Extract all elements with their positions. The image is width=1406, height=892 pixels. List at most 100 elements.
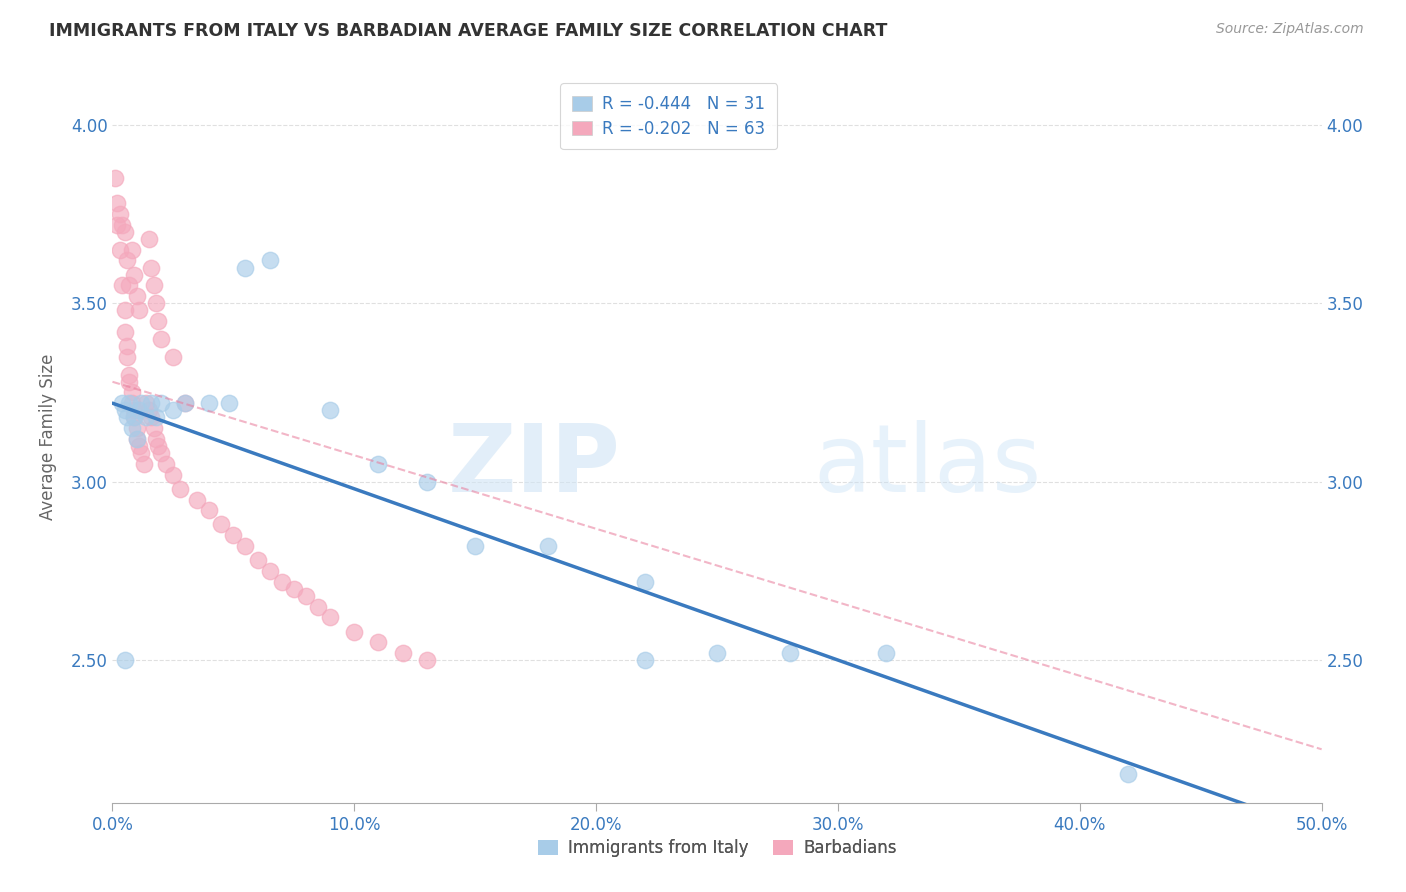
Point <box>283 582 305 596</box>
Point <box>367 635 389 649</box>
Point <box>132 457 155 471</box>
Point <box>105 218 128 232</box>
Point <box>125 421 148 435</box>
Point <box>138 232 160 246</box>
Point <box>633 653 655 667</box>
Text: Source: ZipAtlas.com: Source: ZipAtlas.com <box>1216 22 1364 37</box>
Point <box>307 599 329 614</box>
Point <box>114 303 136 318</box>
Point <box>174 396 197 410</box>
Point <box>149 396 172 410</box>
Point <box>246 553 269 567</box>
Point <box>162 467 184 482</box>
Point <box>111 396 134 410</box>
Point <box>104 171 127 186</box>
Point <box>416 475 439 489</box>
Point <box>114 403 136 417</box>
Point <box>118 375 141 389</box>
Point <box>537 539 560 553</box>
Point <box>125 432 148 446</box>
Point <box>118 368 141 382</box>
Point <box>319 610 342 624</box>
Text: atlas: atlas <box>814 420 1042 512</box>
Point <box>416 653 439 667</box>
Point <box>122 403 145 417</box>
Point <box>270 574 292 589</box>
Point <box>122 268 145 282</box>
Point <box>131 396 153 410</box>
Point <box>169 482 191 496</box>
Point <box>114 325 136 339</box>
Point <box>125 432 148 446</box>
Point <box>391 646 413 660</box>
Point <box>145 432 167 446</box>
Point <box>706 646 728 660</box>
Point <box>121 243 143 257</box>
Point <box>155 457 177 471</box>
Point <box>162 403 184 417</box>
Point <box>1116 767 1139 781</box>
Point <box>235 539 257 553</box>
Point <box>149 446 172 460</box>
Point <box>198 396 221 410</box>
Point <box>121 385 143 400</box>
Point <box>145 296 167 310</box>
Point <box>367 457 389 471</box>
Point <box>111 218 134 232</box>
Point <box>135 396 157 410</box>
Point <box>145 410 167 425</box>
Point <box>128 439 150 453</box>
Point <box>148 439 170 453</box>
Point <box>259 564 281 578</box>
Point <box>125 289 148 303</box>
Point <box>779 646 801 660</box>
Point <box>128 403 150 417</box>
Point <box>115 410 138 425</box>
Point <box>115 253 138 268</box>
Point <box>121 421 143 435</box>
Point <box>222 528 245 542</box>
Legend: Immigrants from Italy, Barbadians: Immigrants from Italy, Barbadians <box>531 832 903 864</box>
Point <box>115 350 138 364</box>
Point <box>131 446 153 460</box>
Point <box>464 539 486 553</box>
Point <box>162 350 184 364</box>
Point <box>259 253 281 268</box>
Point <box>141 410 163 425</box>
Point <box>135 410 157 425</box>
Point <box>149 332 172 346</box>
Y-axis label: Average Family Size: Average Family Size <box>39 354 56 520</box>
Point <box>875 646 897 660</box>
Point <box>235 260 257 275</box>
Text: IMMIGRANTS FROM ITALY VS BARBADIAN AVERAGE FAMILY SIZE CORRELATION CHART: IMMIGRANTS FROM ITALY VS BARBADIAN AVERA… <box>49 22 887 40</box>
Point <box>148 314 170 328</box>
Point <box>108 243 131 257</box>
Point <box>111 278 134 293</box>
Point <box>122 410 145 425</box>
Point <box>115 339 138 353</box>
Point <box>114 225 136 239</box>
Point <box>209 517 232 532</box>
Point <box>105 196 128 211</box>
Point <box>114 653 136 667</box>
Point <box>118 278 141 293</box>
Point <box>138 403 160 417</box>
Point <box>319 403 342 417</box>
Point <box>174 396 197 410</box>
Text: ZIP: ZIP <box>447 420 620 512</box>
Point <box>141 396 163 410</box>
Point <box>121 396 143 410</box>
Point <box>343 624 366 639</box>
Point <box>128 303 150 318</box>
Point <box>141 260 163 275</box>
Point <box>186 492 208 507</box>
Point <box>142 278 165 293</box>
Point <box>118 396 141 410</box>
Point <box>295 589 318 603</box>
Point <box>108 207 131 221</box>
Point <box>122 410 145 425</box>
Point <box>198 503 221 517</box>
Point <box>633 574 655 589</box>
Point <box>218 396 240 410</box>
Point <box>142 421 165 435</box>
